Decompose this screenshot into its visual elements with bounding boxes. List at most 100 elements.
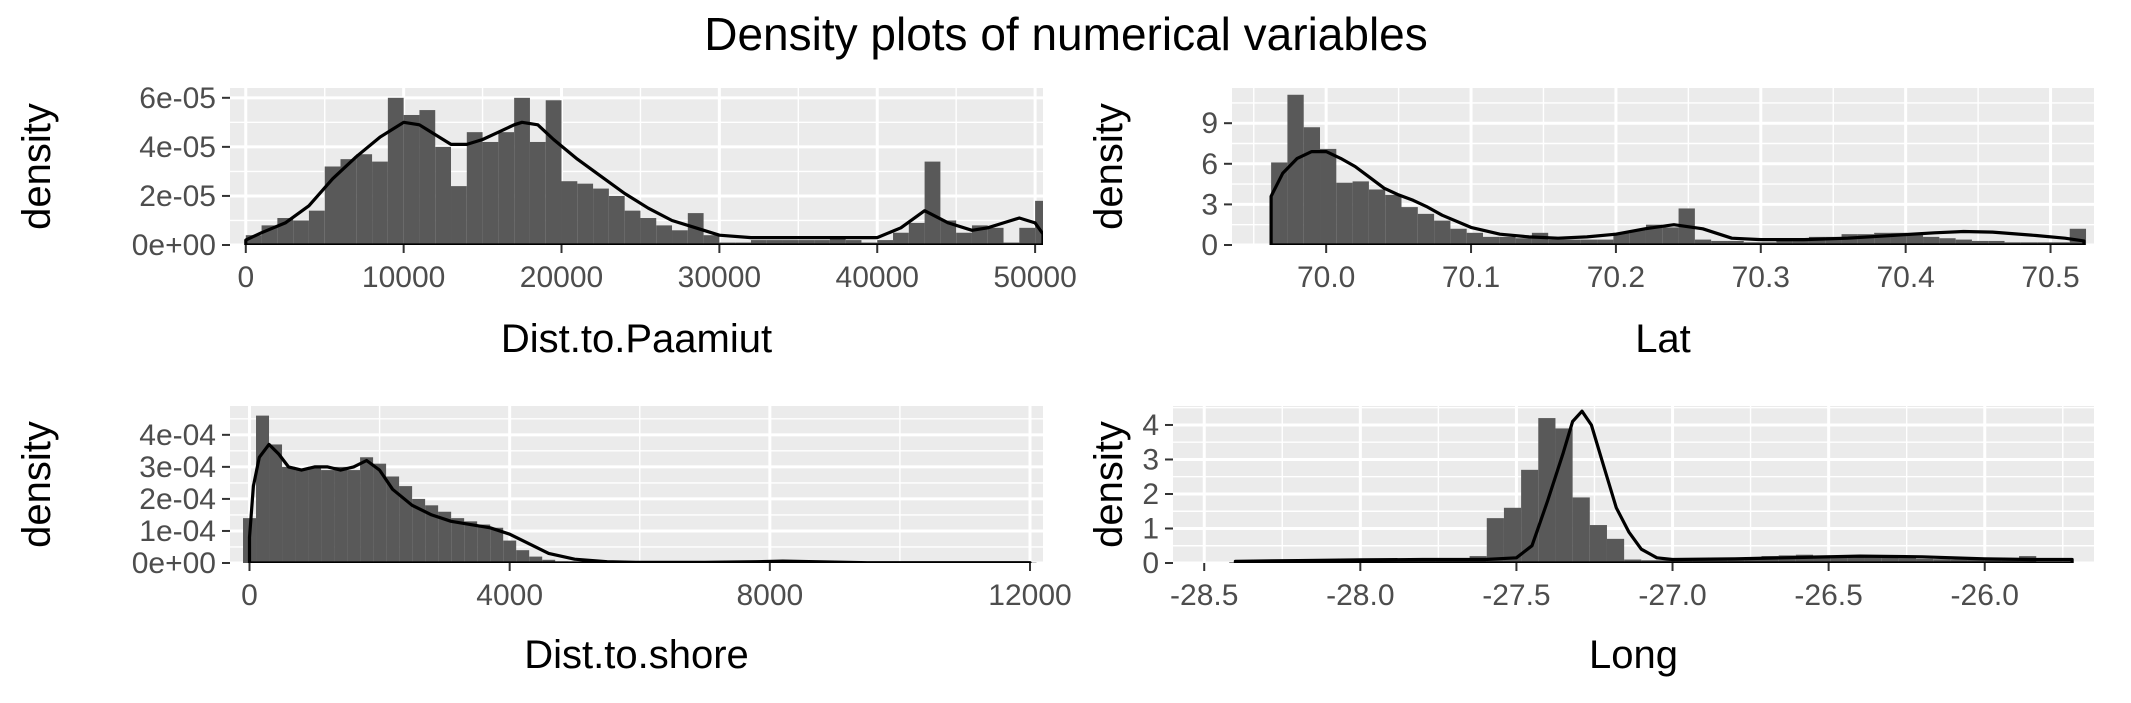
- histogram-bar: [438, 511, 452, 563]
- x-tick-label: -26.5: [1794, 579, 1862, 612]
- histogram-bar: [1984, 558, 2002, 563]
- y-tick-label: 2e-04: [139, 483, 216, 516]
- histogram-bar: [269, 444, 283, 563]
- histogram-bar: [814, 240, 830, 245]
- histogram-bars: [1271, 94, 2087, 245]
- histogram-bar: [1606, 538, 1625, 563]
- x-tick-label: -27.0: [1638, 579, 1706, 612]
- axes: 0 10000 20000 30000 40000 50000 0e+00 2e-05 4e-0…: [132, 82, 1077, 294]
- x-tick-label: 70.2: [1587, 261, 1645, 294]
- histogram-bar: [1792, 239, 1809, 245]
- histogram-bar: [924, 161, 941, 245]
- histogram-bar: [1808, 236, 1826, 245]
- histogram-bar: [324, 166, 341, 245]
- histogram-bar: [1645, 224, 1663, 245]
- x-tick-label: 30000: [678, 261, 761, 294]
- histogram-bar: [1916, 558, 1934, 563]
- histogram-bar: [1515, 238, 1532, 245]
- histogram-bar: [1662, 227, 1679, 245]
- y-tick-label: 3e-04: [139, 451, 216, 484]
- histogram-bar: [1923, 236, 1940, 245]
- histogram-bar: [1352, 181, 1369, 245]
- histogram-bar: [1019, 227, 1036, 245]
- y-tick-label: 4e-05: [139, 131, 216, 164]
- density-curve: [1233, 409, 2074, 563]
- histogram-bar: [1503, 507, 1522, 563]
- axes: 70.0 70.1 70.2 70.3 70.4 70.5 0 3 6 9: [1201, 107, 2079, 294]
- histogram-bar: [1580, 239, 1598, 245]
- histogram-bar: [425, 505, 439, 563]
- histogram-bar: [529, 141, 546, 245]
- histogram-bar: [640, 218, 657, 245]
- y-axis-title: density: [15, 421, 59, 548]
- histogram-bars: [243, 415, 1037, 563]
- x-tick-label: 4000: [476, 579, 543, 612]
- histogram-bar: [1955, 239, 1972, 245]
- y-tick-label: 6e-05: [139, 82, 216, 115]
- histogram-bar: [1709, 558, 1728, 563]
- histogram-bar: [829, 237, 846, 245]
- y-tick-label: 1: [1142, 512, 1159, 545]
- histogram-bar: [419, 110, 436, 245]
- y-tick-label: 3: [1142, 443, 1159, 476]
- histogram-bar: [412, 498, 426, 563]
- panel-lat: 70.0 70.1 70.2 70.3 70.4 70.5 0 3 6 9 Lat density: [1087, 88, 2094, 361]
- histogram-bar: [1692, 559, 1710, 563]
- histogram-bar: [1486, 518, 1504, 563]
- histogram-bar: [893, 232, 909, 245]
- y-tick-label: 1e-04: [139, 515, 216, 548]
- x-tick-label: 20000: [520, 261, 603, 294]
- histogram-bar: [1499, 236, 1516, 245]
- histogram-bar: [703, 235, 720, 245]
- histogram-bar: [1613, 232, 1630, 245]
- histogram-bar: [1368, 189, 1386, 245]
- histogram-bar: [1950, 559, 1968, 563]
- histogram-bar: [1711, 240, 1728, 245]
- histogram-bar: [672, 230, 688, 245]
- histogram-bar: [1450, 228, 1467, 245]
- x-axis-title: Dist.to.Paamiut: [501, 317, 772, 361]
- histogram-bar: [1466, 232, 1483, 245]
- histogram-bar: [1287, 94, 1304, 245]
- histogram-bar: [1776, 240, 1793, 245]
- x-tick-label: 40000: [836, 261, 919, 294]
- histogram-bar: [490, 527, 504, 563]
- histogram-bar: [1857, 234, 1875, 245]
- x-tick-label: 70.5: [2021, 261, 2079, 294]
- histogram-bar: [1813, 555, 1831, 563]
- histogram-bar: [1988, 240, 2005, 245]
- histogram-bar: [1967, 559, 1985, 563]
- x-tick-label: 70.3: [1732, 261, 1790, 294]
- histogram-bar: [1694, 239, 1712, 245]
- histogram-bar: [340, 159, 357, 245]
- histogram-bar: [356, 154, 373, 245]
- histogram-bar: [464, 521, 478, 563]
- histogram-bar: [1482, 236, 1500, 245]
- x-tick-label: 8000: [736, 579, 803, 612]
- histogram-bar: [1385, 194, 1402, 245]
- histogram-bar: [1624, 559, 1642, 563]
- x-tick-label: 0: [241, 579, 258, 612]
- panel-dist-to-paamiut: 0 10000 20000 30000 40000 50000 0e+00 2e-05 4e-0…: [15, 82, 1077, 361]
- y-tick-label: 4e-04: [139, 419, 216, 452]
- histogram-bar: [466, 132, 483, 245]
- x-tick-label: 0: [237, 261, 254, 294]
- x-tick-label: -27.5: [1482, 579, 1550, 612]
- histogram-bar: [1589, 525, 1607, 563]
- histogram-bars: [245, 97, 1043, 245]
- histogram-bar: [1538, 418, 1556, 563]
- histogram-bar: [1830, 556, 1848, 563]
- x-tick-label: -26.0: [1951, 579, 2019, 612]
- histogram-bar: [1417, 213, 1435, 245]
- histogram-bar: [435, 146, 452, 245]
- histogram-bar: [1564, 239, 1581, 245]
- density-curve: [1269, 150, 2086, 245]
- histogram-bar: [766, 240, 783, 245]
- y-tick-label: 0e+00: [132, 547, 216, 580]
- x-tick-label: 70.0: [1297, 261, 1355, 294]
- histogram-bar: [498, 132, 515, 245]
- histogram-bar: [908, 222, 925, 245]
- histogram-bar: [516, 550, 530, 563]
